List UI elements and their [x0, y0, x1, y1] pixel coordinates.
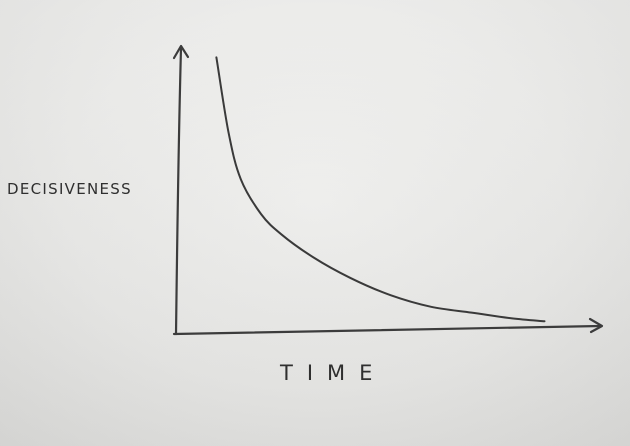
x-axis-label: TIME [279, 361, 386, 385]
decisiveness-curve [215, 56, 546, 323]
x-axis-arrowhead [588, 317, 604, 334]
y-axis-arrowhead [172, 44, 190, 60]
y-axis [174, 46, 183, 336]
y-axis-label: DECISIVENESS [7, 180, 132, 198]
x-axis [172, 324, 602, 336]
